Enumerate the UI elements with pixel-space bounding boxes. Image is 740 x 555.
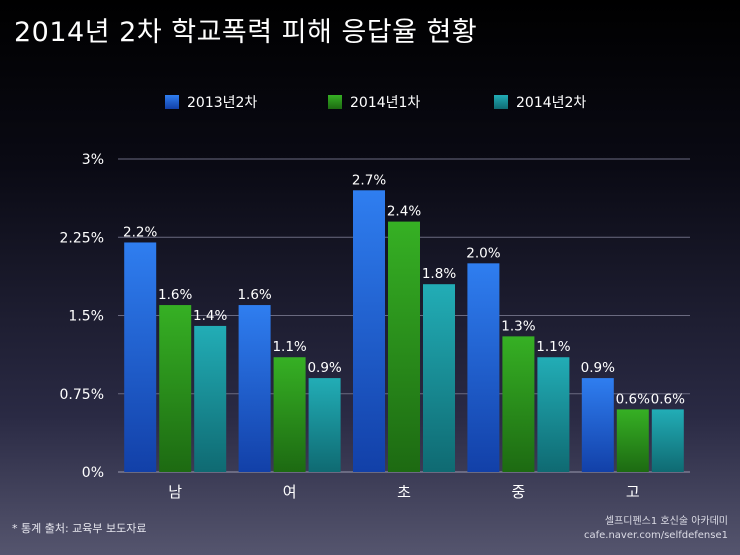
bar <box>308 378 341 472</box>
y-tick-label: 2.25% <box>60 230 104 246</box>
bar <box>581 378 614 472</box>
y-tick-label: 3% <box>82 152 104 168</box>
source-footnote: * 통계 출처: 교육부 보도자료 <box>12 522 147 535</box>
bar-value-label: 2.7% <box>352 172 386 188</box>
legend: 2013년2차 2014년1차 2014년2차 <box>165 95 586 111</box>
legend-label: 2014년1차 <box>350 95 420 111</box>
bars: 2.2%1.6%1.4%1.6%1.1%0.9%2.7%2.4%1.8%2.0%… <box>123 172 685 473</box>
bar <box>159 305 192 472</box>
legend-swatch <box>494 95 508 109</box>
credit: 셀프디펜스1 호신술 아카데미 cafe.naver.com/selfdefen… <box>584 515 728 543</box>
bar-value-label: 1.6% <box>237 287 271 303</box>
legend-swatch <box>165 95 179 109</box>
legend-label: 2014년2차 <box>516 95 586 111</box>
bar-value-label: 2.0% <box>466 245 500 261</box>
bar <box>616 409 649 472</box>
x-tick-label: 남 <box>168 483 182 501</box>
bar-value-label: 0.9% <box>307 360 341 376</box>
bar <box>353 190 385 473</box>
bar-value-label: 1.1% <box>272 339 306 355</box>
y-tick-label: 0% <box>82 465 104 481</box>
bar-value-label: 2.2% <box>123 224 157 240</box>
x-tick-label: 고 <box>626 483 640 501</box>
bar <box>502 336 535 472</box>
x-tick-label: 중 <box>511 483 525 501</box>
bar <box>273 357 306 472</box>
bar <box>124 242 157 472</box>
bar <box>388 221 420 472</box>
x-tick-label: 초 <box>397 483 411 501</box>
bar <box>194 325 227 472</box>
y-axis-ticks: 0% 0.75% 1.5% 2.25% 3% <box>60 152 104 481</box>
bar <box>423 284 455 472</box>
chart-title: 2014년 2차 학교폭력 피해 응답율 현황 <box>14 17 478 48</box>
bar-value-label: 1.3% <box>501 318 535 334</box>
y-tick-label: 1.5% <box>68 309 104 325</box>
credit-name: 셀프디펜스1 호신술 아카데미 <box>604 516 728 527</box>
x-tick-label: 여 <box>283 483 297 501</box>
bar <box>238 305 271 472</box>
bar-value-label: 1.4% <box>193 308 227 324</box>
bar <box>651 409 684 472</box>
bar-value-label: 0.6% <box>651 391 685 407</box>
bar <box>537 357 570 472</box>
bar-value-label: 0.6% <box>616 391 650 407</box>
bar-value-label: 1.1% <box>536 339 570 355</box>
credit-url: cafe.naver.com/selfdefense1 <box>583 530 728 541</box>
legend-label: 2013년2차 <box>187 95 257 111</box>
bar-value-label: 2.4% <box>387 204 421 220</box>
bar-value-label: 0.9% <box>581 360 615 376</box>
legend-swatch <box>328 95 342 109</box>
y-tick-label: 0.75% <box>60 387 104 403</box>
bar <box>467 263 500 472</box>
bar-value-label: 1.8% <box>422 266 456 282</box>
bar-value-label: 1.6% <box>158 287 192 303</box>
